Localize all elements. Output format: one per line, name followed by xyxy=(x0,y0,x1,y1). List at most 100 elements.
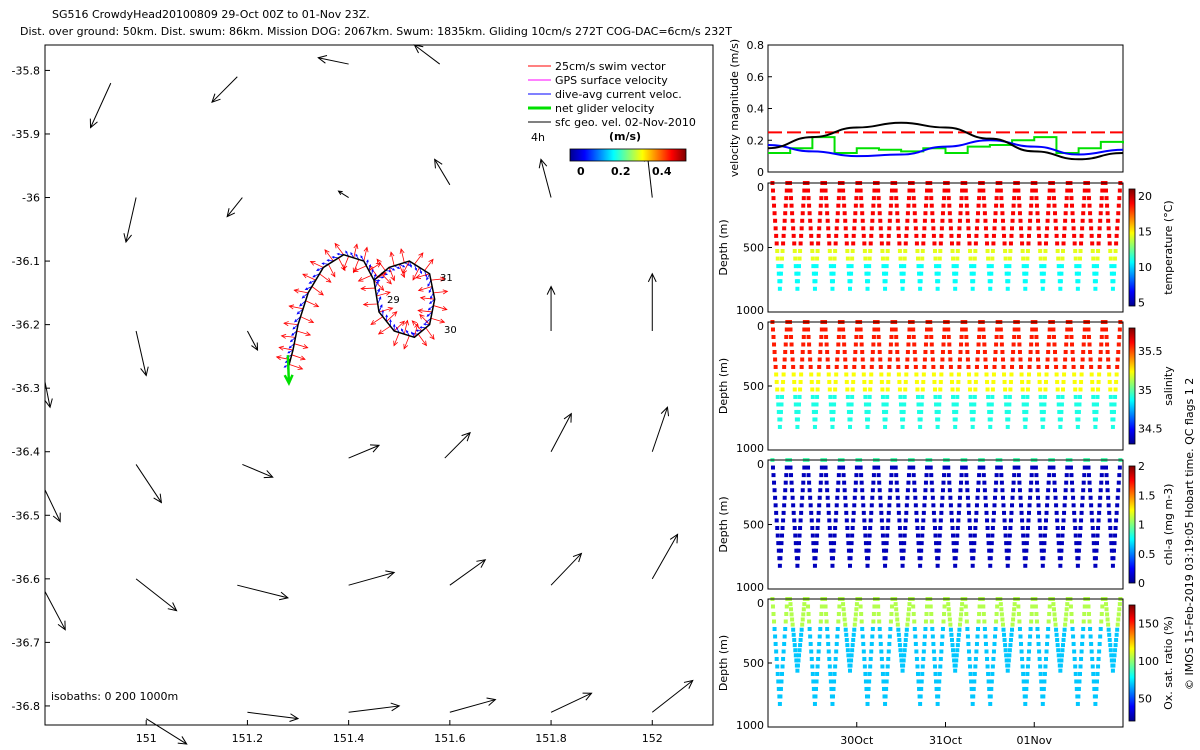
profile-sample xyxy=(1052,342,1057,347)
profile-sample xyxy=(793,264,798,269)
profile-sample xyxy=(1007,394,1012,399)
profile-sample xyxy=(1117,465,1122,470)
profile-sample xyxy=(810,671,815,676)
profile-sample xyxy=(965,218,970,223)
profile-sample xyxy=(919,679,924,684)
profile-sample xyxy=(1108,387,1113,392)
profile-sample xyxy=(948,357,953,362)
profile-sample xyxy=(845,394,850,399)
profile-sample xyxy=(989,264,994,269)
figure-title-line2: Dist. over ground: 50km. Dist. swum: 86k… xyxy=(20,25,732,38)
profile-sample xyxy=(988,563,993,568)
profile-sample xyxy=(1115,226,1120,231)
geo-velocity-arrow xyxy=(651,679,694,713)
profile-sample xyxy=(913,218,918,223)
profile-sample xyxy=(849,548,854,553)
profile-sample xyxy=(789,612,794,617)
profile-sample xyxy=(783,203,788,208)
profile-sample xyxy=(1044,518,1049,523)
profile-sample xyxy=(931,233,936,238)
profile-sample xyxy=(1020,526,1025,531)
profile-sample xyxy=(778,548,783,553)
swim-vector-arrow xyxy=(393,320,406,332)
profile-sample xyxy=(964,334,969,339)
profile-sample xyxy=(1010,218,1015,223)
swim-vector-arrow xyxy=(433,289,449,295)
profile-sample xyxy=(1020,656,1025,661)
profile-sample xyxy=(885,533,890,538)
colorbar-tick-0: 0 xyxy=(577,165,585,178)
profile-sample xyxy=(801,607,806,612)
profile-sample xyxy=(968,394,973,399)
profile-sample xyxy=(833,249,838,254)
profile-sample xyxy=(920,671,925,676)
profile-sample xyxy=(790,495,795,500)
profile-sample xyxy=(1012,473,1017,478)
profile-sample xyxy=(1019,364,1024,369)
profile-sample xyxy=(919,548,924,553)
profile-sample xyxy=(886,241,891,246)
profile-sample xyxy=(816,372,821,377)
profile-sample xyxy=(1056,541,1061,546)
profile-sample xyxy=(998,327,1003,332)
profile-sample xyxy=(1078,387,1083,392)
profile-y-tick-label: 0 xyxy=(757,597,764,610)
profile-sample xyxy=(871,480,876,485)
profile-sample xyxy=(966,364,971,369)
profile-sample xyxy=(881,409,886,414)
profile-sample xyxy=(1072,518,1077,523)
profile-sample xyxy=(1114,379,1119,384)
profile-sample xyxy=(905,617,910,622)
profile-sample xyxy=(798,379,803,384)
profile-sample xyxy=(1030,604,1035,609)
profile-sample xyxy=(903,249,908,254)
profile-sample xyxy=(1117,607,1122,612)
profile-sample xyxy=(1073,394,1078,399)
profile-sample xyxy=(953,424,958,429)
profile-sample xyxy=(888,619,893,624)
profile-sample xyxy=(1111,279,1116,284)
profile-sample xyxy=(879,649,884,654)
profile-sample xyxy=(1012,327,1017,332)
profile-sample xyxy=(894,196,899,201)
profile-sample xyxy=(949,372,954,377)
profile-sample xyxy=(898,402,903,407)
profile-sample xyxy=(850,387,855,392)
profile-sample xyxy=(1074,679,1079,684)
profile-sample xyxy=(799,627,804,632)
profile-sample xyxy=(932,249,937,254)
colorbar-label: chl-a (mg m-3) xyxy=(1162,484,1175,566)
profile-sample xyxy=(771,196,776,201)
profile-sample xyxy=(922,634,927,639)
profile-sample xyxy=(1027,233,1032,238)
profile-sample xyxy=(921,649,926,654)
profile-sample xyxy=(1023,417,1028,422)
profile-sample xyxy=(783,619,788,624)
profile-sample xyxy=(789,480,794,485)
profile-sample xyxy=(1035,211,1040,216)
profile-sample xyxy=(794,548,799,553)
profile-sample xyxy=(941,342,946,347)
profile-sample xyxy=(1063,495,1068,500)
profile-sample xyxy=(1025,394,1030,399)
profile-sample xyxy=(852,357,857,362)
velocity-ylabel: velocity magnitude (m/s) xyxy=(728,39,741,177)
profile-sample xyxy=(931,510,936,515)
profile-sample xyxy=(1007,402,1012,407)
profile-sample xyxy=(1073,387,1078,392)
profile-sample xyxy=(1091,533,1096,538)
profile-sample xyxy=(825,488,830,493)
profile-sample xyxy=(842,480,847,485)
profile-sample xyxy=(950,387,955,392)
profile-sample xyxy=(988,694,993,699)
profile-sample xyxy=(780,387,785,392)
profile-sample xyxy=(1045,495,1050,500)
profile-sample xyxy=(829,548,834,553)
profile-sample xyxy=(933,256,938,261)
profile-sample xyxy=(790,488,795,493)
profile-sample xyxy=(1104,188,1109,193)
profile-sample xyxy=(846,653,851,658)
profile-sample xyxy=(1027,364,1032,369)
profile-sample xyxy=(938,241,943,246)
profile-sample xyxy=(1115,364,1120,369)
